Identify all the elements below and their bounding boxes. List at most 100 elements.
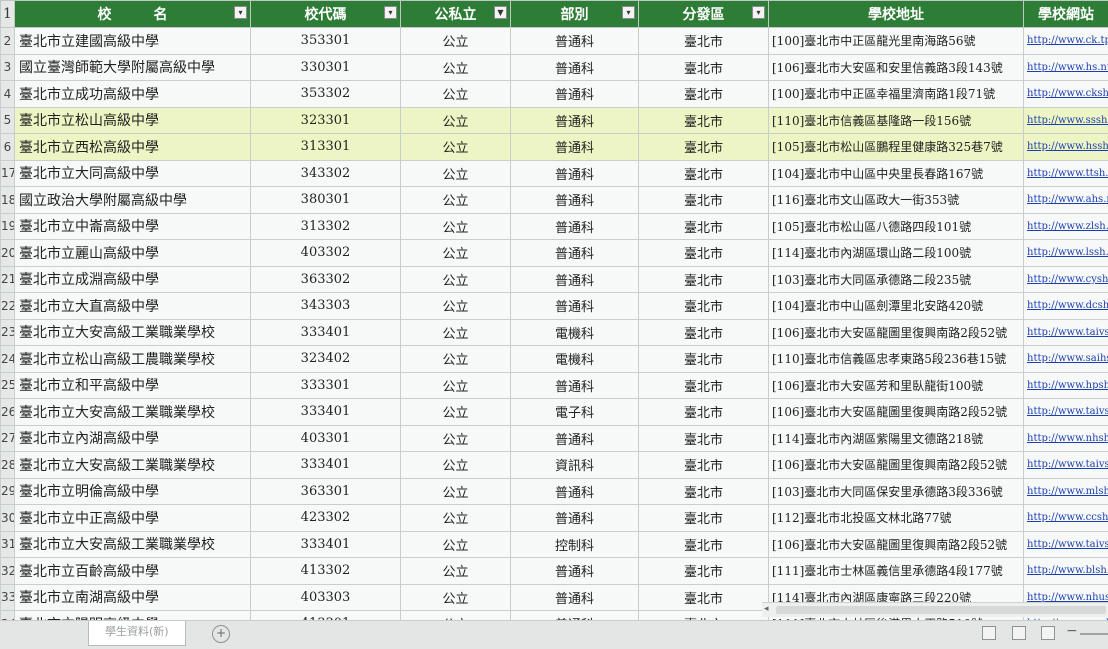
public-private-cell[interactable]: 公立 — [401, 319, 511, 346]
department-cell[interactable]: 普通科 — [511, 187, 639, 214]
school-name-cell[interactable]: 臺北市立大安高級工業職業學校 — [15, 399, 251, 426]
school-name-cell[interactable]: 臺北市立成淵高級中學 — [15, 266, 251, 293]
school-code-cell[interactable]: 333401 — [251, 452, 401, 479]
school-code-cell[interactable]: 413302 — [251, 558, 401, 585]
school-code-cell[interactable]: 403302 — [251, 240, 401, 267]
add-sheet-button[interactable]: + — [212, 625, 230, 643]
row-number[interactable]: 25 — [1, 372, 15, 399]
column-header-code[interactable]: 校代碼 ▾ — [251, 1, 401, 28]
public-private-cell[interactable]: 公立 — [401, 187, 511, 214]
district-cell[interactable]: 臺北市 — [639, 346, 769, 373]
spreadsheet-grid[interactable]: 1 校 名 ▾ 校代碼 ▾ 公私立 ▼ 部別 ▾ 分發 — [0, 0, 1108, 620]
district-cell[interactable]: 臺北市 — [639, 160, 769, 187]
row-number[interactable]: 28 — [1, 452, 15, 479]
school-name-cell[interactable]: 臺北市立成功高級中學 — [15, 81, 251, 108]
school-code-cell[interactable]: 333401 — [251, 531, 401, 558]
district-cell[interactable]: 臺北市 — [639, 293, 769, 320]
school-name-cell[interactable]: 國立臺灣師範大學附屬高級中學 — [15, 54, 251, 81]
website-link[interactable]: http://www.zlsh.tp.ed — [1024, 213, 1108, 240]
address-cell[interactable]: [103]臺北市大同區承德路二段235號 — [769, 266, 1024, 293]
website-link[interactable]: http://www.cksh.tp.ed — [1024, 81, 1108, 108]
row-number[interactable]: 5 — [1, 107, 15, 134]
school-name-cell[interactable]: 國立政治大學附屬高級中學 — [15, 187, 251, 214]
public-private-cell[interactable]: 公立 — [401, 399, 511, 426]
school-code-cell[interactable]: 403301 — [251, 425, 401, 452]
department-cell[interactable]: 普通科 — [511, 81, 639, 108]
address-cell[interactable]: [114]臺北市內湖區紫陽里文德路218號 — [769, 425, 1024, 452]
public-private-cell[interactable]: 公立 — [401, 28, 511, 55]
school-name-cell[interactable]: 臺北市立松山高級工農職業學校 — [15, 346, 251, 373]
district-cell[interactable]: 臺北市 — [639, 611, 769, 621]
department-cell[interactable]: 普通科 — [511, 558, 639, 585]
department-cell[interactable]: 普通科 — [511, 213, 639, 240]
school-name-cell[interactable]: 臺北市立大同高級中學 — [15, 160, 251, 187]
school-code-cell[interactable]: 323301 — [251, 107, 401, 134]
district-cell[interactable]: 臺北市 — [639, 213, 769, 240]
address-cell[interactable]: [114]臺北市內湖區環山路二段100號 — [769, 240, 1024, 267]
filter-dropdown-icon[interactable]: ▾ — [752, 6, 765, 19]
website-link[interactable]: http://www.taivs.tp.ed — [1024, 531, 1108, 558]
department-cell[interactable]: 控制科 — [511, 531, 639, 558]
district-cell[interactable]: 臺北市 — [639, 107, 769, 134]
address-cell[interactable]: [105]臺北市松山區八德路四段101號 — [769, 213, 1024, 240]
sheet-tab[interactable]: 學生資料(新) — [88, 621, 186, 646]
website-link[interactable]: http://www.ttsh.tp.ed — [1024, 160, 1108, 187]
website-link[interactable]: http://www.ccsh.tp.ed — [1024, 505, 1108, 532]
row-number[interactable]: 23 — [1, 319, 15, 346]
department-cell[interactable]: 普通科 — [511, 266, 639, 293]
school-name-cell[interactable]: 臺北市立明倫高級中學 — [15, 478, 251, 505]
column-header-pub[interactable]: 公私立 ▼ — [401, 1, 511, 28]
row-header-1[interactable]: 1 — [1, 1, 15, 28]
department-cell[interactable]: 普通科 — [511, 107, 639, 134]
school-code-cell[interactable]: 363301 — [251, 478, 401, 505]
website-link[interactable]: http://www.sssh.tp.ed — [1024, 107, 1108, 134]
school-name-cell[interactable]: 臺北市立南湖高級中學 — [15, 584, 251, 611]
column-header-dept[interactable]: 部別 ▾ — [511, 1, 639, 28]
school-code-cell[interactable]: 353302 — [251, 81, 401, 108]
district-cell[interactable]: 臺北市 — [639, 187, 769, 214]
district-cell[interactable]: 臺北市 — [639, 372, 769, 399]
website-link[interactable]: http://www.saihs.ed — [1024, 346, 1108, 373]
public-private-cell[interactable]: 公立 — [401, 505, 511, 532]
public-private-cell[interactable]: 公立 — [401, 266, 511, 293]
row-number[interactable]: 24 — [1, 346, 15, 373]
school-name-cell[interactable]: 臺北市立大安高級工業職業學校 — [15, 531, 251, 558]
district-cell[interactable]: 臺北市 — [639, 531, 769, 558]
address-cell[interactable]: [116]臺北市文山區政大一街353號 — [769, 187, 1024, 214]
district-cell[interactable]: 臺北市 — [639, 558, 769, 585]
row-number[interactable]: 31 — [1, 531, 15, 558]
public-private-cell[interactable]: 公立 — [401, 558, 511, 585]
website-link[interactable]: http://www.taivs.tp.ed — [1024, 452, 1108, 479]
department-cell[interactable]: 普通科 — [511, 425, 639, 452]
column-header-web[interactable]: 學校網站 — [1024, 1, 1108, 28]
address-cell[interactable]: [111]臺北市士林區義信里承德路4段177號 — [769, 558, 1024, 585]
zoom-slider[interactable] — [1080, 633, 1108, 635]
school-code-cell[interactable]: 333401 — [251, 399, 401, 426]
row-number[interactable]: 22 — [1, 293, 15, 320]
address-cell[interactable]: [106]臺北市大安區龍圖里復興南路2段52號 — [769, 452, 1024, 479]
school-code-cell[interactable]: 423302 — [251, 505, 401, 532]
school-name-cell[interactable]: 臺北市立大安高級工業職業學校 — [15, 319, 251, 346]
district-cell[interactable]: 臺北市 — [639, 134, 769, 161]
school-code-cell[interactable]: 413301 — [251, 611, 401, 621]
address-cell[interactable]: [104]臺北市中山區中央里長春路167號 — [769, 160, 1024, 187]
district-cell[interactable]: 臺北市 — [639, 319, 769, 346]
address-cell[interactable]: [106]臺北市大安區和安里信義路3段143號 — [769, 54, 1024, 81]
website-link[interactable]: http://www.hs.ntnu.ed — [1024, 54, 1108, 81]
school-code-cell[interactable]: 313301 — [251, 134, 401, 161]
address-cell[interactable]: [106]臺北市大安區芳和里臥龍街100號 — [769, 372, 1024, 399]
school-name-cell[interactable]: 臺北市立和平高級中學 — [15, 372, 251, 399]
school-name-cell[interactable]: 臺北市立建國高級中學 — [15, 28, 251, 55]
website-link[interactable]: http://www.ahs.nccu — [1024, 187, 1108, 214]
public-private-cell[interactable]: 公立 — [401, 213, 511, 240]
school-code-cell[interactable]: 333301 — [251, 372, 401, 399]
public-private-cell[interactable]: 公立 — [401, 611, 511, 621]
column-header-name[interactable]: 校 名 ▾ — [15, 1, 251, 28]
address-cell[interactable]: [110]臺北市信義區忠孝東路5段236巷15號 — [769, 346, 1024, 373]
address-cell[interactable]: [104]臺北市中山區劍潭里北安路420號 — [769, 293, 1024, 320]
district-cell[interactable]: 臺北市 — [639, 28, 769, 55]
address-cell[interactable]: [103]臺北市大同區保安里承德路3段336號 — [769, 478, 1024, 505]
department-cell[interactable]: 普通科 — [511, 611, 639, 621]
district-cell[interactable]: 臺北市 — [639, 81, 769, 108]
school-name-cell[interactable]: 臺北市立松山高級中學 — [15, 107, 251, 134]
